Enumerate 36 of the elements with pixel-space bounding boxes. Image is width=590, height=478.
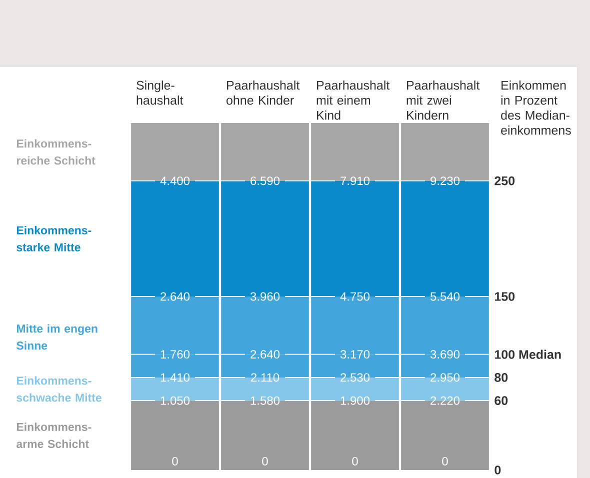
annotation: 2.110: [251, 373, 280, 382]
annotation: 1.410: [160, 373, 190, 382]
text: Einkommens-arme Schicht: [16, 422, 92, 448]
annotation: 2.640: [160, 292, 190, 301]
annotation: 2.950: [430, 373, 460, 382]
annotation: 1.050: [160, 396, 190, 405]
y-tick-label: 0: [494, 466, 501, 474]
y-axis-title: Einkommen in Prozent des Median-einkommens: [501, 80, 571, 135]
annotation: 3.170: [340, 350, 370, 359]
text: Einkommens-schwache Mitte: [16, 376, 102, 402]
x-tick-label: Paarhaushalt mit einem Kind: [316, 80, 390, 120]
y-tick-label: 60: [494, 396, 508, 406]
text: Mitte im engen Sinne: [16, 324, 98, 350]
y-tick-label: 80: [494, 373, 508, 382]
x-tick-label: Paarhaushalt mit zwei Kindern: [406, 80, 480, 120]
annotation: 1.900: [340, 396, 370, 405]
annotation: 0: [262, 456, 268, 466]
y-tick-label: 100 Median: [494, 350, 561, 359]
annotation: 2.640: [250, 350, 280, 359]
annotation: 1.580: [250, 396, 280, 405]
text: Einkommens-starke Mitte: [16, 226, 92, 252]
annotation: 2.220: [430, 396, 460, 405]
annotation: 0: [442, 456, 448, 466]
annotation: 3.690: [430, 350, 460, 359]
annotation: 0: [352, 456, 358, 466]
x-tick-label: Paarhaushalt ohne Kinder: [226, 80, 300, 105]
text: Einkommens-reiche Schicht: [16, 139, 96, 165]
annotation: 1.760: [160, 350, 190, 359]
annotation: 5.540: [430, 292, 460, 301]
annotation: 0: [172, 456, 178, 466]
annotation: 3.960: [250, 292, 280, 301]
annotation: 4.750: [340, 292, 370, 301]
y-tick-label: 150: [494, 292, 515, 301]
x-tick-label: Single-haushalt: [136, 80, 184, 105]
y-tick-label: 250: [494, 176, 515, 186]
annotation: 2.530: [340, 373, 370, 382]
